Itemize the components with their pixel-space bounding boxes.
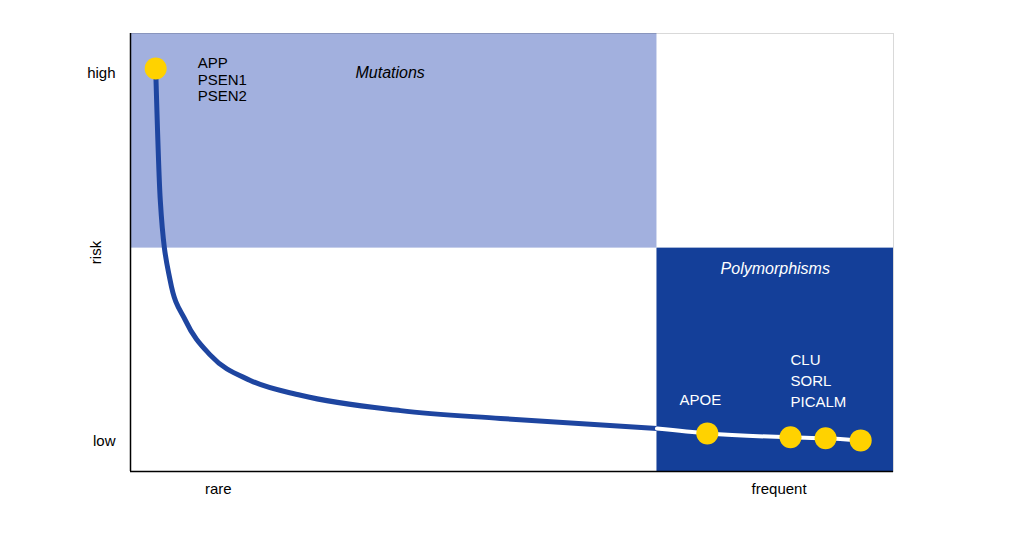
svg-text:rare: rare bbox=[205, 480, 232, 497]
svg-text:frequent: frequent bbox=[752, 480, 808, 497]
svg-text:APPPSEN1PSEN2: APPPSEN1PSEN2 bbox=[198, 54, 247, 104]
svg-text:Mutations: Mutations bbox=[356, 64, 425, 81]
svg-text:CLUSORLPICALM: CLUSORLPICALM bbox=[790, 351, 846, 410]
svg-text:APOE: APOE bbox=[679, 391, 721, 408]
svg-text:high: high bbox=[87, 64, 115, 81]
svg-text:low: low bbox=[93, 432, 116, 449]
svg-text:risk: risk bbox=[87, 240, 104, 264]
svg-text:Polymorphisms: Polymorphisms bbox=[721, 260, 830, 277]
